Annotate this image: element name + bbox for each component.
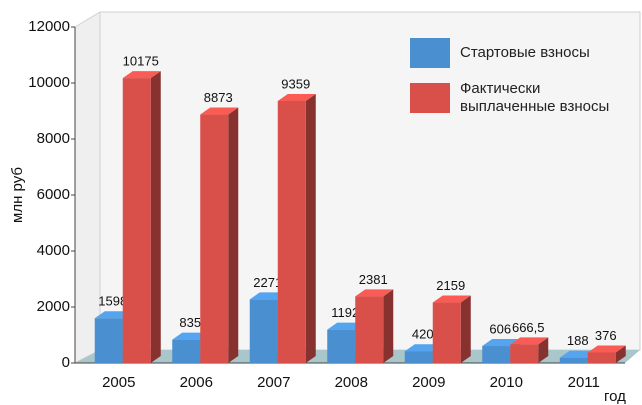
bar-top [277, 93, 316, 101]
y-tick-label: 8000 [37, 130, 70, 147]
bar-side [305, 93, 316, 363]
x-tick-label: 2011 [568, 374, 600, 391]
bar [327, 329, 356, 363]
x-tick-label: 2009 [412, 374, 445, 391]
y-tick-label: 0 [62, 354, 70, 371]
y-tick-label: 2000 [37, 298, 70, 315]
bar-top [587, 345, 626, 353]
bar-top [432, 295, 471, 303]
bar [587, 352, 616, 363]
y-tick-label: 6000 [37, 186, 70, 203]
value-label: 8873 [204, 90, 233, 105]
side-wall [74, 11, 101, 364]
value-label: 2381 [359, 272, 388, 287]
bar [355, 296, 384, 363]
value-label: 10175 [123, 54, 159, 69]
x-tick-label: 2006 [180, 374, 213, 391]
value-label: 2271 [253, 275, 282, 290]
bar [249, 299, 278, 363]
bar-top [510, 337, 549, 345]
bar [559, 357, 588, 363]
bar [277, 100, 306, 363]
value-label: 606 [489, 321, 511, 336]
bar-top [122, 71, 161, 79]
value-label: 666,5 [512, 320, 545, 335]
bar [94, 318, 123, 363]
x-tick-label: 2007 [257, 374, 290, 391]
bar [510, 344, 539, 363]
y-axis-label: млн руб [9, 167, 26, 223]
bar-top [200, 107, 239, 115]
bar-side [150, 71, 161, 363]
bar [200, 114, 229, 363]
value-label: 2159 [436, 278, 465, 293]
value-label: 835 [179, 315, 201, 330]
value-label: 1598 [98, 294, 127, 309]
legend-item: Фактически выплаченные взносы [410, 80, 610, 116]
bar [404, 351, 433, 363]
legend-item: Стартовые взносы [410, 38, 640, 68]
legend-label: Стартовые взносы [460, 44, 590, 61]
bar-side [460, 295, 471, 363]
bar-side [383, 289, 394, 363]
bar-side [538, 337, 549, 363]
value-label: 9359 [281, 76, 310, 91]
value-label: 420 [412, 327, 434, 342]
y-tick-label: 10000 [28, 74, 70, 91]
bar [432, 302, 461, 363]
bar [172, 339, 201, 363]
bar [122, 78, 151, 363]
y-tick-label: 12000 [28, 18, 70, 35]
value-label: 188 [567, 333, 589, 348]
bar-side [615, 345, 626, 363]
value-label: 376 [595, 328, 617, 343]
x-axis-label: год [604, 388, 626, 405]
legend-swatch [410, 83, 450, 113]
bar-top [355, 289, 394, 297]
value-label: 1192 [331, 305, 359, 320]
bar-side [228, 107, 239, 363]
bar [482, 346, 511, 363]
y-tick-label: 4000 [37, 242, 70, 259]
x-tick-label: 2005 [102, 374, 135, 391]
x-tick-label: 2010 [490, 374, 523, 391]
legend-swatch [410, 38, 450, 68]
x-tick-label: 2008 [335, 374, 368, 391]
legend-label: Фактически выплаченные взносы [460, 80, 610, 115]
